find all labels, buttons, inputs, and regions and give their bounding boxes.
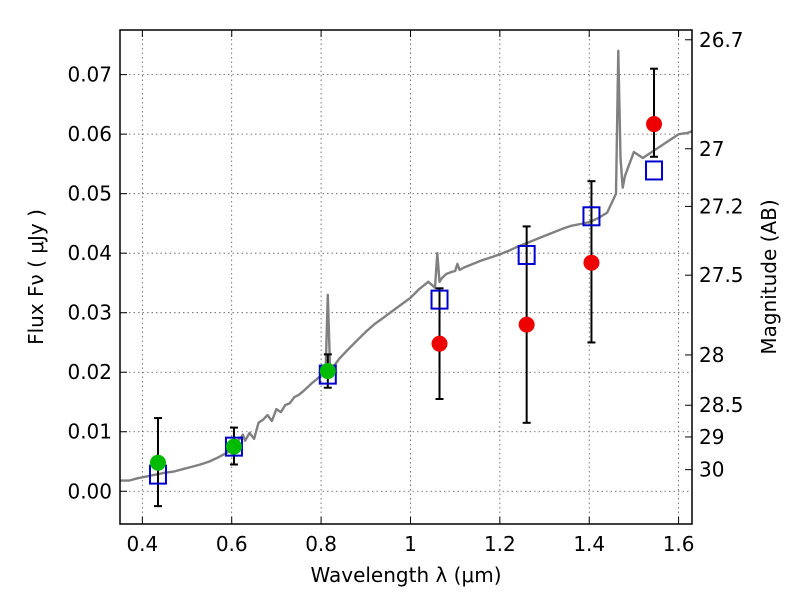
y2-axis-label: Magnitude (AB) <box>757 199 781 354</box>
green-point <box>319 363 336 380</box>
y-tick-label: 0.04 <box>67 241 112 265</box>
model-square <box>430 289 449 310</box>
ticks: 0.4 0.6 0.8 1 1.2 1.4 1.6 0.00 0.01 0.02 0.03 0.04 0… <box>67 28 743 556</box>
model-squares-series <box>148 160 664 485</box>
x-tick-label: 1.4 <box>573 532 605 556</box>
model-square <box>645 160 664 181</box>
red-point <box>583 254 600 271</box>
x-tick-label: 1 <box>404 532 417 556</box>
y-tick-label: 0.05 <box>67 182 112 206</box>
y-tick-label: 0.01 <box>67 420 112 444</box>
x-tick-label: 1.6 <box>663 532 695 556</box>
x-axis-label: Wavelength λ (μm) <box>310 563 501 587</box>
spectrum-line <box>120 49 692 482</box>
x-tick-label: 0.4 <box>126 532 158 556</box>
y-tick-label: 0.03 <box>67 301 112 325</box>
mag-tick-label: 30 <box>699 458 724 482</box>
y-tick-label: 0.02 <box>67 360 112 384</box>
mag-tick-label: 27.5 <box>699 263 744 287</box>
x-tick-label: 1.2 <box>484 532 516 556</box>
grid <box>120 30 692 524</box>
mag-tick-label: 27 <box>699 137 724 161</box>
mag-tick-label: 29 <box>699 425 724 449</box>
x-tick-label: 0.8 <box>305 532 337 556</box>
measured-points-series <box>149 116 663 471</box>
y-tick-label: 0.07 <box>67 63 112 87</box>
plot-frame <box>119 29 693 525</box>
red-point <box>431 335 448 352</box>
mag-tick-label: 28 <box>699 343 724 367</box>
mag-tick-label: 26.7 <box>699 28 744 52</box>
y-tick-label: 0.06 <box>67 122 112 146</box>
y-tick-label: 0.00 <box>67 479 112 503</box>
model-square <box>517 244 536 265</box>
red-point <box>518 316 535 333</box>
y-axis-label: Flux Fν ( μJy ) <box>24 209 48 345</box>
red-point <box>646 116 663 133</box>
mag-tick-label: 28.5 <box>699 393 744 417</box>
x-tick-label: 0.6 <box>216 532 248 556</box>
model-square <box>582 206 601 227</box>
green-point <box>225 438 242 455</box>
spectrum-series <box>120 49 692 482</box>
green-point <box>149 454 166 471</box>
mag-tick-label: 27.2 <box>699 194 744 218</box>
